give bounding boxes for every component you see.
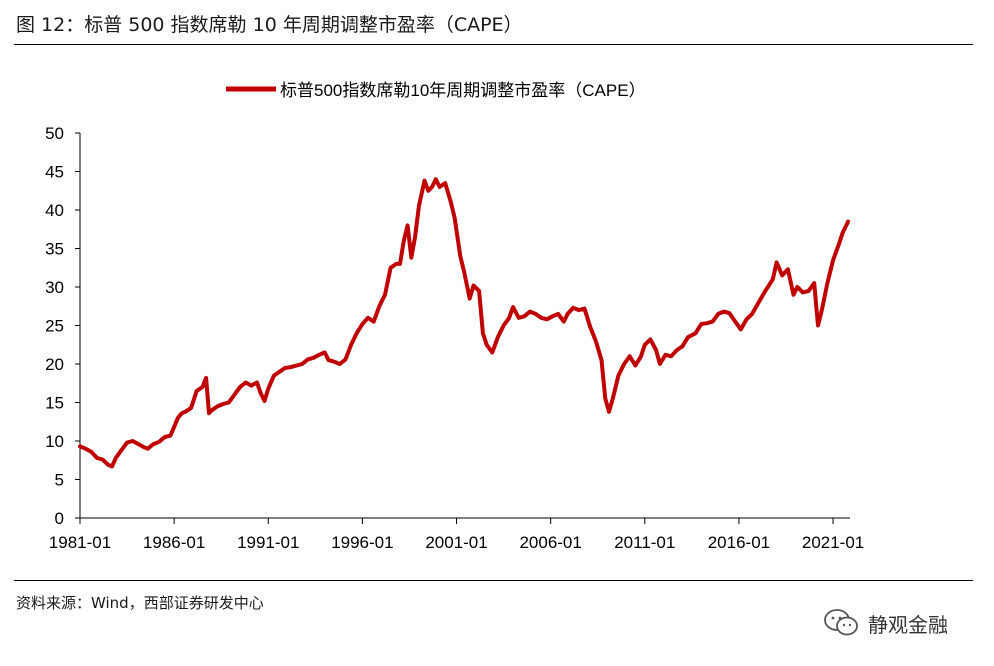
x-tick-label: 2021-01	[802, 533, 864, 552]
y-axis-ticks: 0 5 10 15 20 25 30 35 40 45 50	[45, 124, 80, 528]
top-rule	[14, 44, 973, 45]
wechat-icon	[824, 609, 858, 636]
x-tick-label: 2006-01	[519, 533, 581, 552]
y-tick-label: 25	[45, 317, 64, 336]
x-tick-label: 2011-01	[614, 533, 675, 552]
bottom-rule	[14, 580, 973, 581]
cape-line-chart: 标普500指数席勒10年周期调整市盈率（CAPE） 0 5 10 15 20 25 30 35…	[45, 81, 864, 552]
y-tick-label: 5	[55, 471, 64, 490]
y-tick-label: 20	[45, 355, 64, 374]
axes	[79, 133, 850, 519]
y-tick-label: 30	[45, 278, 64, 297]
watermark-text: 静观金融	[868, 612, 948, 637]
y-tick-label: 40	[45, 201, 64, 220]
x-tick-label: 1981-01	[49, 533, 111, 552]
series-line-cape	[78, 177, 851, 469]
x-tick-label: 2001-01	[425, 533, 487, 552]
legend-label: 标普500指数席勒10年周期调整市盈率（CAPE）	[280, 81, 646, 100]
y-tick-label: 35	[45, 240, 64, 259]
watermark: 静观金融	[822, 606, 948, 640]
y-tick-label: 15	[45, 394, 64, 413]
legend: 标普500指数席勒10年周期调整市盈率（CAPE）	[226, 81, 646, 100]
x-axis-ticks: 1981-01 1986-01 1991-01 1996-01 2001-01 2006-…	[49, 518, 864, 552]
x-tick-label: 2016-01	[708, 533, 770, 552]
y-tick-label: 45	[45, 163, 64, 182]
x-tick-label: 1986-01	[143, 533, 205, 552]
source-note: 资料来源：Wind，西部证券研发中心	[16, 594, 264, 612]
y-tick-label: 0	[55, 509, 64, 528]
x-tick-label: 1996-01	[331, 533, 393, 552]
figure-title: 图 12：标普 500 指数席勒 10 年周期调整市盈率（CAPE）	[16, 14, 523, 36]
x-tick-label: 1991-01	[237, 533, 299, 552]
y-tick-label: 10	[45, 432, 64, 451]
y-tick-label: 50	[45, 124, 64, 143]
